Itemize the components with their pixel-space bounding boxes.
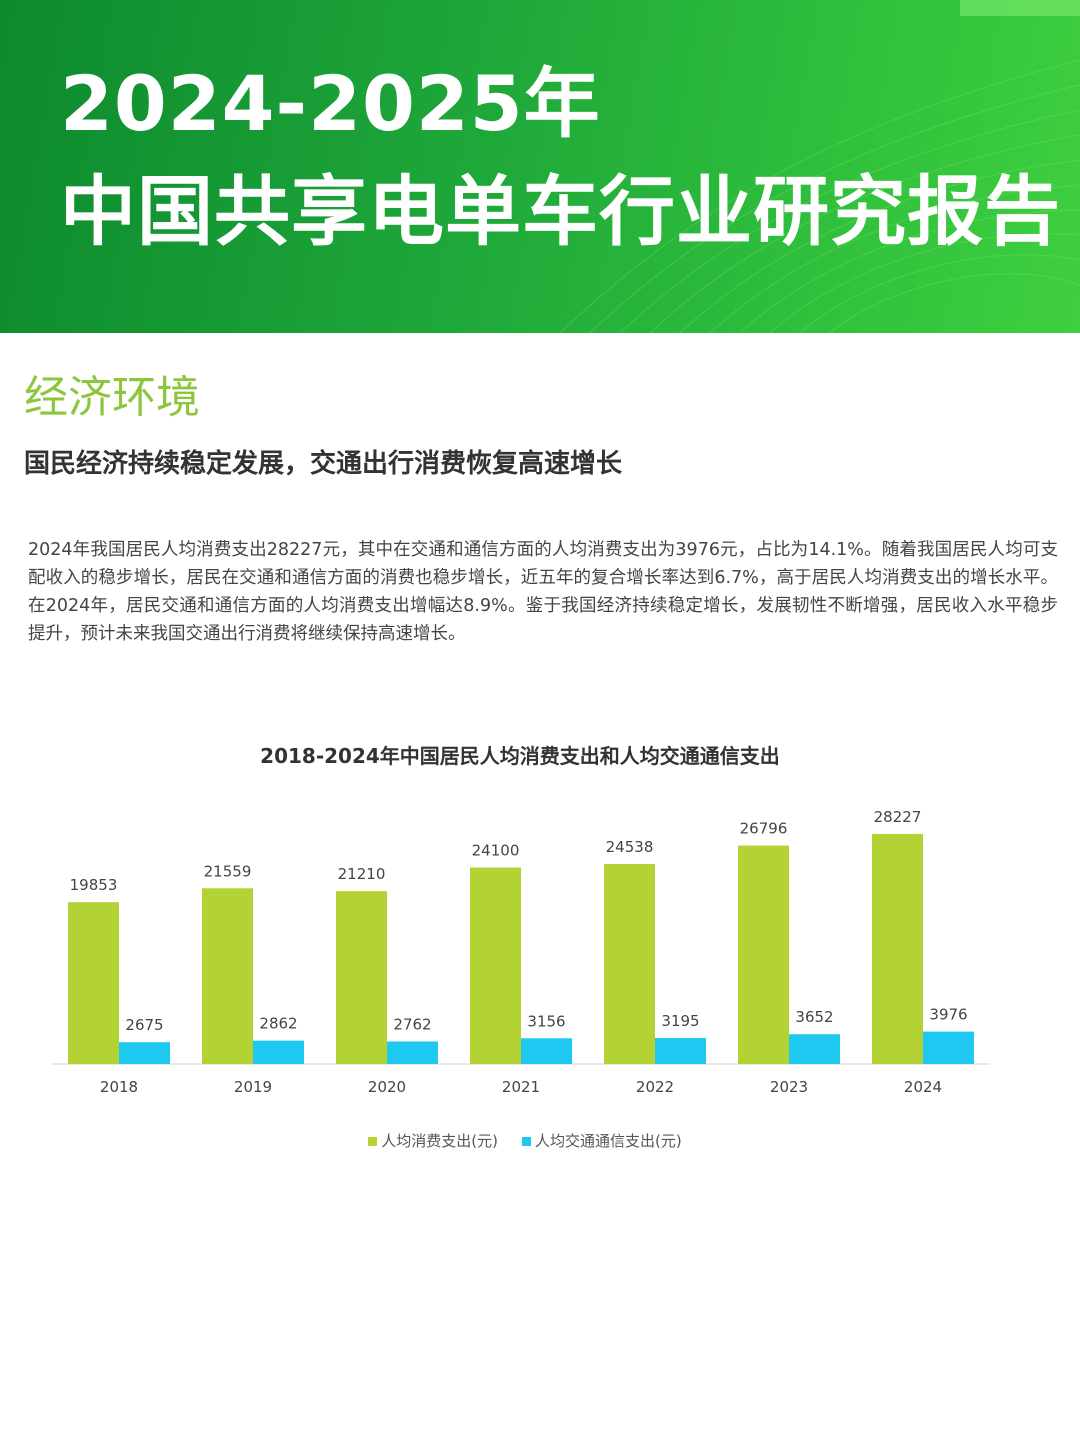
bar-transport-2024 xyxy=(923,1031,974,1064)
bar-consumption-2023 xyxy=(738,845,789,1064)
chart-container: 2018-2024年中国居民人均消费支出和人均交通通信支出 19853 2675 2… xyxy=(0,730,1080,1180)
x-tick-label-2019: 2019 xyxy=(234,1078,272,1096)
data-label-consumption-2021: 24100 xyxy=(472,842,520,860)
x-tick-label-2023: 2023 xyxy=(770,1078,808,1096)
legend-label: 人均交通通信支出(元) xyxy=(535,1132,682,1150)
bar-transport-2022 xyxy=(655,1037,706,1064)
data-label-transport-2022: 3195 xyxy=(661,1012,699,1030)
bar-transport-2023 xyxy=(789,1034,840,1064)
bar-consumption-2019 xyxy=(202,888,253,1064)
bar-consumption-2018 xyxy=(68,902,119,1064)
data-label-consumption-2018: 19853 xyxy=(70,876,118,894)
x-tick-label-2020: 2020 xyxy=(368,1078,406,1096)
data-label-transport-2019: 2862 xyxy=(259,1015,297,1033)
data-label-transport-2024: 3976 xyxy=(929,1006,967,1024)
legend-swatch xyxy=(522,1137,531,1146)
report-banner: 2024-2025年 中国共享电单车行业研究报告 xyxy=(0,0,1080,333)
bar-consumption-2022 xyxy=(604,863,655,1064)
data-label-consumption-2023: 26796 xyxy=(740,820,788,838)
legend-label: 人均消费支出(元) xyxy=(381,1132,498,1150)
bar-transport-2020 xyxy=(387,1041,438,1064)
bar-transport-2021 xyxy=(521,1038,572,1064)
chart-title: 2018-2024年中国居民人均消费支出和人均交通通信支出 xyxy=(260,744,780,768)
data-label-consumption-2020: 21210 xyxy=(338,865,386,883)
legend-item-transport: 人均交通通信支出(元) xyxy=(522,1130,682,1151)
section-body-text: 2024年我国居民人均消费支出28227元，其中在交通和通信方面的人均消费支出为… xyxy=(28,540,1058,644)
data-label-consumption-2022: 24538 xyxy=(606,838,654,856)
report-title-year: 2024-2025年 xyxy=(60,59,601,148)
bar-chart: 19853 2675 2018 21559 2862 2019 21210 2762 2020 2… xyxy=(52,808,990,1096)
section-subheading: 国民经济持续稳定发展，交通出行消费恢复高速增长 xyxy=(24,449,623,479)
report-title: 中国共享电单车行业研究报告 xyxy=(60,167,1061,256)
bar-consumption-2020 xyxy=(336,891,387,1064)
bar-consumption-2024 xyxy=(872,833,923,1064)
section-title: 经济环境 xyxy=(24,372,200,423)
x-tick-label-2024: 2024 xyxy=(904,1078,942,1096)
x-tick-label-2022: 2022 xyxy=(636,1078,674,1096)
data-label-transport-2018: 2675 xyxy=(125,1016,163,1034)
x-tick-label-2018: 2018 xyxy=(100,1078,138,1096)
legend-swatch xyxy=(368,1137,378,1146)
data-label-transport-2020: 2762 xyxy=(393,1015,431,1033)
x-tick-label-2021: 2021 xyxy=(502,1078,540,1096)
data-label-transport-2021: 3156 xyxy=(527,1012,565,1030)
bar-transport-2019 xyxy=(253,1040,304,1064)
data-label-transport-2023: 3652 xyxy=(795,1008,833,1026)
bar-transport-2018 xyxy=(119,1042,170,1064)
chart-legend: 人均消费支出(元) 人均交通通信支出(元) xyxy=(0,1130,1050,1151)
data-label-consumption-2024: 28227 xyxy=(874,808,922,826)
banner-curves-decoration xyxy=(559,0,1080,333)
bar-consumption-2021 xyxy=(470,867,521,1064)
legend-item-consumption: 人均消费支出(元) xyxy=(368,1130,498,1151)
data-label-consumption-2019: 21559 xyxy=(204,862,252,880)
